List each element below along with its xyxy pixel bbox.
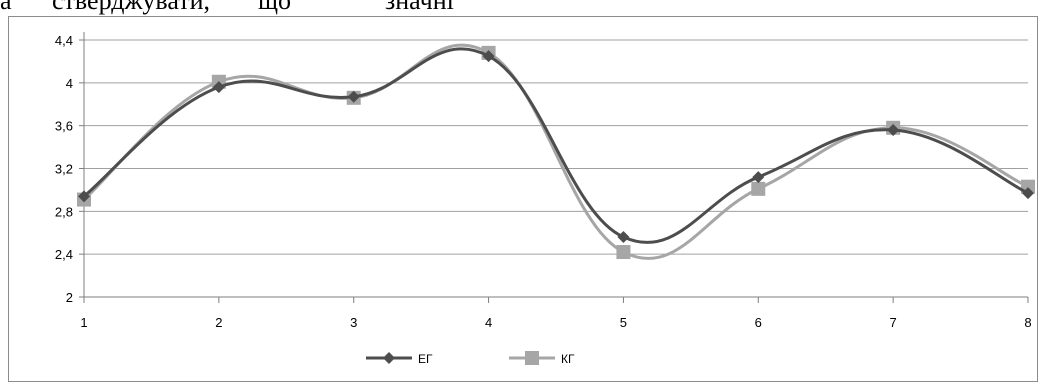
series-line-eg — [83, 47, 1029, 244]
x-tick-label: 2 — [215, 315, 222, 330]
chart-frame — [8, 16, 1038, 382]
legend: ЕГ КГ — [366, 351, 575, 366]
y-tick-label: 4,4 — [55, 33, 73, 48]
x-tick-label: 5 — [620, 315, 627, 330]
y-tick-label: 3,2 — [55, 162, 73, 177]
data-point-eg — [752, 171, 765, 184]
y-tick-label: 2,8 — [55, 204, 73, 219]
x-tick-label: 1 — [80, 315, 87, 330]
x-tick-label: 6 — [755, 315, 762, 330]
body-text-fragment-1: а — [0, 0, 12, 15]
data-point-eg — [617, 231, 630, 244]
series — [77, 43, 1035, 260]
data-point-kg — [616, 245, 631, 260]
legend-label-kg: КГ — [561, 352, 575, 366]
y-tick-label: 3,6 — [55, 119, 73, 134]
data-point-eg — [347, 90, 360, 103]
y-tick-label: 2 — [66, 290, 73, 305]
legend-marker-kg — [525, 351, 539, 365]
clipped-body-text: а стверджувати, що значні — [0, 0, 1046, 16]
data-point-kg — [751, 181, 766, 196]
x-tick-label: 4 — [485, 315, 492, 330]
x-tick-label: 8 — [1024, 315, 1031, 330]
x-tick-label: 3 — [350, 315, 357, 330]
x-tick-label: 7 — [890, 315, 897, 330]
body-text-fragment-4: значні — [385, 0, 454, 15]
data-point-eg — [78, 190, 90, 203]
body-text-fragment-3: що — [258, 0, 292, 15]
y-tick-label: 2,4 — [55, 247, 73, 262]
data-point-eg — [1022, 187, 1034, 200]
legend-marker-eg — [383, 352, 395, 364]
data-point-eg — [212, 81, 225, 94]
data-point-eg — [482, 50, 495, 63]
body-text-fragment-2: стверджувати, — [52, 0, 210, 15]
axes: 22,42,83,23,644,41 2 3 4 5 6 7 8 — [55, 32, 1032, 330]
legend-label-eg: ЕГ — [418, 352, 433, 366]
y-tick-label: 4 — [66, 76, 73, 91]
data-point-eg — [887, 123, 900, 136]
